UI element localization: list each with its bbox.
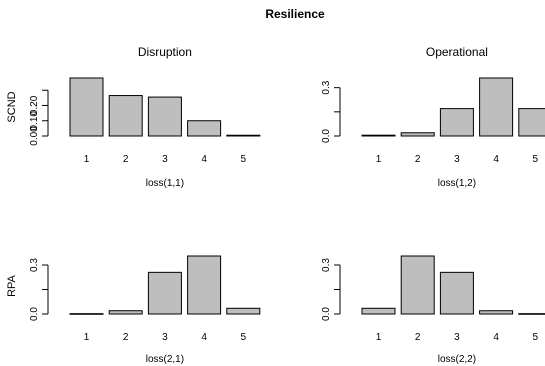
panel-disruption-rpa: 1 2 3 4 5 0.0 0.3 loss(2,1) bbox=[29, 255, 261, 365]
x-tick-label: 1 bbox=[84, 154, 90, 165]
y-tick-label: 0.3 bbox=[29, 258, 40, 272]
x-tick-label: 4 bbox=[201, 332, 207, 343]
bar-5 bbox=[518, 313, 545, 315]
x-axis-label: loss(2,1) bbox=[146, 354, 184, 365]
bar-5 bbox=[518, 108, 545, 137]
bar-4 bbox=[479, 310, 514, 315]
x-tick-label: 1 bbox=[84, 332, 90, 343]
panel-title: Disruption bbox=[138, 45, 192, 59]
x-tick-label: 3 bbox=[454, 154, 460, 165]
x-tick-label: 5 bbox=[533, 332, 539, 343]
bar-4 bbox=[187, 120, 222, 137]
x-axis-label: loss(2,2) bbox=[438, 354, 476, 365]
y-tick-label: 0.3 bbox=[321, 258, 332, 272]
row-label-scnd: SCND bbox=[6, 91, 18, 122]
x-tick-label: 5 bbox=[241, 154, 247, 165]
bar-2 bbox=[108, 95, 143, 137]
y-tick-label: 0.20 bbox=[29, 95, 40, 115]
y-tick-label: 0.0 bbox=[321, 129, 332, 143]
bar-1 bbox=[69, 77, 104, 137]
x-tick-label: 2 bbox=[415, 332, 421, 343]
bar-3 bbox=[439, 108, 474, 137]
x-tick-label: 2 bbox=[123, 154, 129, 165]
panel-operational-scnd: Operational 1 2 3 4 5 0.0 0.3 loss(1,2) bbox=[321, 45, 545, 189]
x-tick-label: 4 bbox=[201, 154, 207, 165]
bar-2 bbox=[108, 310, 143, 315]
panel-operational-rpa: 1 2 3 4 5 0.0 0.3 loss(2,2) bbox=[321, 255, 545, 365]
y-tick-label: 0.0 bbox=[29, 307, 40, 321]
bar-3 bbox=[147, 271, 182, 315]
bar-2 bbox=[400, 255, 435, 315]
x-tick-label: 3 bbox=[162, 154, 168, 165]
x-tick-label: 3 bbox=[162, 332, 168, 343]
y-tick-label: 0.3 bbox=[321, 80, 332, 94]
x-tick-label: 5 bbox=[241, 332, 247, 343]
x-tick-label: 4 bbox=[493, 154, 499, 165]
bar-3 bbox=[147, 96, 182, 137]
x-tick-label: 1 bbox=[376, 332, 382, 343]
x-tick-label: 3 bbox=[454, 332, 460, 343]
x-axis-label: loss(1,1) bbox=[146, 178, 184, 189]
bar-2 bbox=[400, 132, 435, 137]
bar-4 bbox=[187, 255, 222, 315]
bar-1 bbox=[69, 313, 104, 315]
x-tick-label: 2 bbox=[415, 154, 421, 165]
y-tick-label: 0.00 bbox=[29, 126, 40, 146]
bar-1 bbox=[361, 307, 396, 315]
y-tick-label: 0.10 bbox=[29, 111, 40, 131]
row-label-rpa: RPA bbox=[6, 274, 18, 296]
bar-4 bbox=[479, 77, 514, 137]
x-axis-label: loss(1,2) bbox=[438, 178, 476, 189]
x-tick-label: 4 bbox=[493, 332, 499, 343]
bar-3 bbox=[439, 271, 474, 315]
panel-disruption-scnd: Disruption 1 2 3 4 5 0.000.100.20 loss(1,1) bbox=[29, 45, 261, 189]
bar-5 bbox=[226, 134, 261, 137]
x-tick-label: 5 bbox=[533, 154, 539, 165]
x-tick-label: 2 bbox=[123, 332, 129, 343]
x-tick-label: 1 bbox=[376, 154, 382, 165]
figure-title: Resilience bbox=[265, 7, 325, 21]
bar-5 bbox=[226, 307, 261, 315]
panel-title: Operational bbox=[426, 45, 488, 59]
bar-1 bbox=[361, 134, 396, 137]
y-tick-label: 0.0 bbox=[321, 307, 332, 321]
